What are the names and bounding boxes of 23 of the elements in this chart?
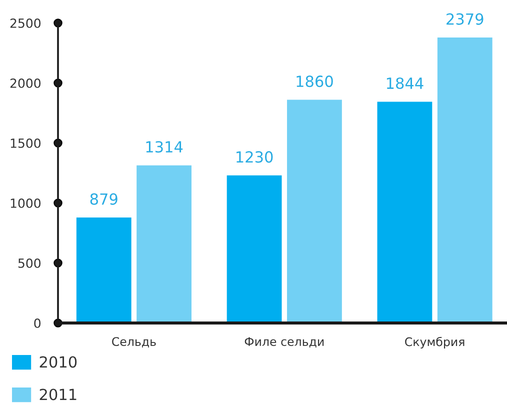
y-tick-label: 2000	[10, 78, 41, 88]
data-label: 1314	[146, 141, 183, 153]
data-label: 1844	[386, 77, 424, 90]
x-tick-label: Филе сельди	[244, 337, 324, 348]
y-tick-label: 500	[18, 258, 41, 268]
data-label: 1230	[236, 151, 273, 163]
bar	[226, 175, 282, 323]
y-tick-label: 1500	[10, 138, 41, 148]
x-tick-label: Сельдь	[112, 337, 156, 348]
bar	[76, 218, 132, 323]
data-label: 1860	[296, 76, 333, 88]
bar	[437, 38, 492, 323]
bar	[287, 100, 342, 323]
x-tick-label: Скумбрия	[405, 336, 464, 349]
bar	[377, 102, 432, 323]
legend-label: 2010	[40, 356, 77, 368]
y-tick-label: 0	[34, 318, 41, 328]
bar	[136, 165, 192, 323]
y-tick-label: 1000	[10, 198, 41, 208]
data-label: 879	[90, 193, 118, 205]
y-tick-label: 2500	[10, 18, 41, 28]
data-label: 2379	[446, 13, 484, 25]
legend-label: 2011	[40, 388, 76, 400]
